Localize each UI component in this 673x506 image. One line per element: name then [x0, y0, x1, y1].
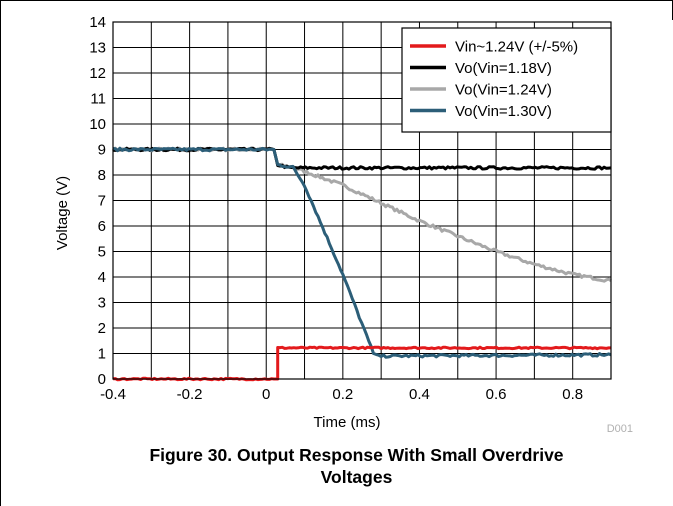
series-line-4 [112, 146, 612, 359]
x-tick-label: -0.4 [100, 386, 126, 403]
y-tick-label: 14 [89, 14, 106, 31]
y-tick-label: 6 [98, 218, 106, 235]
y-tick-label: 0 [98, 371, 106, 388]
y-tick-label: 11 [90, 91, 106, 108]
x-tick-label: 0 [262, 386, 270, 403]
y-tick-label: 8 [98, 167, 106, 184]
y-tick-label: 5 [98, 244, 106, 261]
y-tick-label: 1 [98, 346, 106, 363]
y-tick-label: 9 [98, 142, 106, 159]
x-tick-label: 0.4 [409, 386, 430, 403]
x-tick-label: -0.2 [177, 386, 203, 403]
figure-caption: Figure 30. Output Response With Small Ov… [60, 444, 653, 488]
tick-labels: -0.4 -0.2 0 0.2 0.4 0.6 0.80123456789101112131… [89, 14, 583, 403]
x-tick-label: 0.6 [486, 386, 507, 403]
plot-border [112, 21, 612, 380]
page-frame-top [0, 0, 673, 1]
y-tick-label: 3 [98, 295, 106, 312]
y-tick-label: 12 [89, 65, 106, 82]
legend-label: Vin~1.24V (+/-5%) [455, 39, 578, 56]
y-tick-label: 2 [98, 320, 106, 337]
legend-label: Vo(Vin=1.24V) [455, 82, 552, 99]
series-layer [111, 146, 612, 382]
page-frame-left [0, 0, 1, 506]
y-tick-label: 13 [89, 40, 106, 57]
series-line-1 [112, 345, 611, 382]
x-tick-label: 0.8 [562, 386, 583, 403]
y-axis-label: Voltage (V) [54, 176, 71, 250]
legend: Vin~1.24V (+/-5%) Vo(Vin=1.18V) Vo(Vin=1.2… [401, 27, 612, 133]
voltage-time-chart: -0.4 -0.2 0 0.2 0.4 0.6 0.80123456789101112131… [54, 14, 633, 435]
y-tick-label: 4 [98, 269, 106, 286]
caption-line-1: Figure 30. Output Response With Small Ov… [149, 445, 564, 465]
x-tick-label: 0.2 [332, 386, 353, 403]
caption-line-2: Voltages [320, 467, 393, 487]
y-tick-label: 7 [98, 193, 106, 210]
figure-code: D001 [607, 423, 633, 435]
y-tick-label: 10 [89, 116, 106, 133]
legend-label: Vo(Vin=1.30V) [455, 103, 552, 120]
legend-label: Vo(Vin=1.18V) [455, 60, 552, 77]
x-axis-label: Time (ms) [314, 414, 381, 431]
